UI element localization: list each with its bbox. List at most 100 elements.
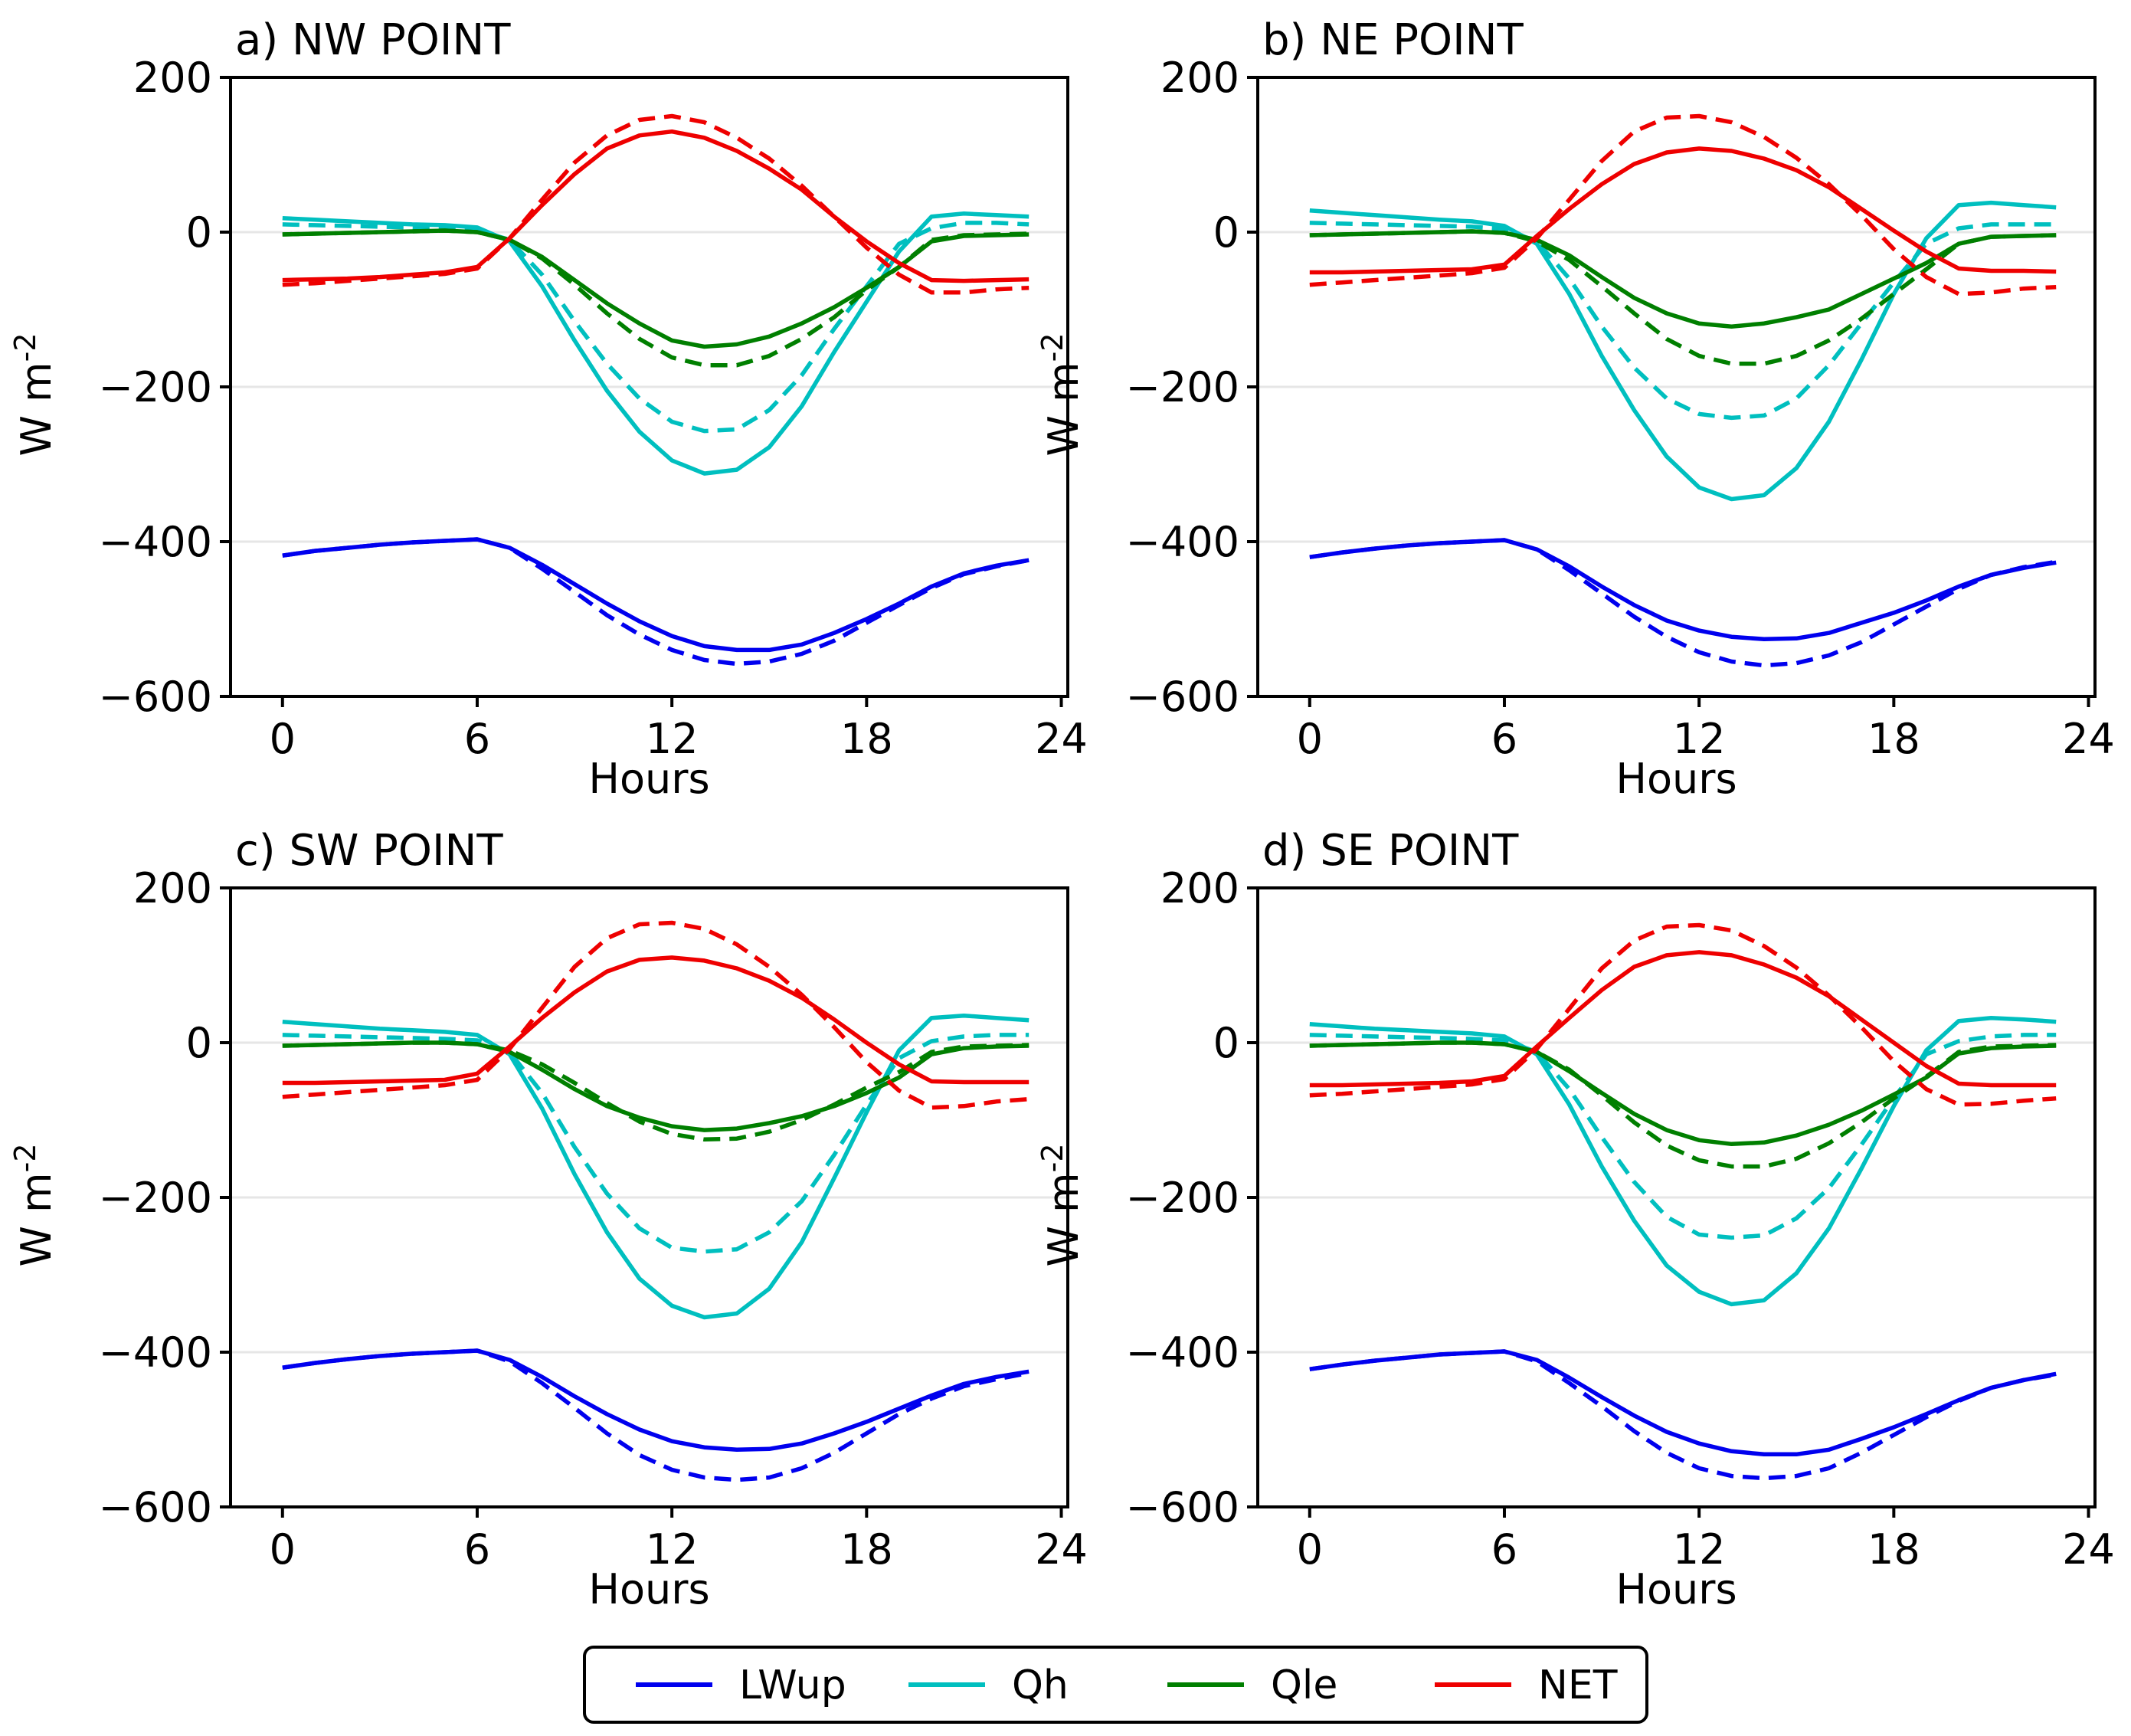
y-tick-label: −200: [99, 363, 212, 411]
y-axis-label-text: W m: [1039, 1172, 1088, 1266]
chart-panel-4: −600 −400 −200 0 200 0 6 12 18 24 d) SE POINT Hours…: [1036, 826, 2115, 1613]
series-net-solid: [1309, 146, 2057, 275]
series-qle-solid: [282, 228, 1029, 349]
y-tick-label: −200: [99, 1174, 212, 1222]
series-net-dashed: [1309, 922, 2057, 1107]
chart-panel-1: −600 −400 −200 0 200 0 6 12 18 24 a) NW POINT Hours…: [8, 15, 1088, 803]
y-axis-label: W m-2: [8, 1143, 61, 1266]
legend-item-net: NET: [1435, 1662, 1618, 1708]
y-tick-label: −600: [99, 1483, 212, 1531]
series-qle-solid: [1309, 1040, 2057, 1147]
series-net-solid: [282, 955, 1029, 1086]
series-qh-dashed: [282, 1033, 1029, 1254]
series-lwup-solid: [1309, 538, 2057, 642]
y-tick-label: −600: [1126, 673, 1239, 721]
y-tick-label: −200: [1126, 363, 1239, 411]
panel-title: b) NE POINT: [1262, 15, 1524, 65]
legend-box: [583, 1646, 1648, 1724]
x-tick-label: 6: [1491, 1525, 1517, 1574]
legend-label: NET: [1538, 1662, 1618, 1708]
series-lwup-solid: [1309, 1349, 2057, 1457]
legend-label: LWup: [739, 1662, 846, 1708]
y-axis-label-superscript: -2: [8, 332, 42, 362]
series-qh-dashed: [1309, 1033, 2057, 1240]
series-lwup-dashed: [282, 537, 1029, 667]
y-axis-label: W m-2: [8, 332, 61, 456]
panel-title: c) SW POINT: [235, 826, 503, 876]
series-qle-solid: [282, 1040, 1029, 1132]
series-lwup-solid: [282, 1348, 1029, 1453]
x-tick-label: 12: [1673, 715, 1726, 763]
chart-panel-2: −600 −400 −200 0 200 0 6 12 18 24 b) NE POINT Hours…: [1036, 15, 2115, 803]
x-tick-label: 6: [464, 1525, 490, 1574]
y-tick-label: 0: [1213, 1019, 1239, 1067]
y-tick-label: 200: [133, 54, 212, 102]
legend-item-qh: Qh: [908, 1662, 1069, 1708]
legend: LWup Qh Qle NET: [583, 1646, 1648, 1724]
y-axis-label-text: W m: [1039, 362, 1088, 456]
x-tick-label: 6: [1491, 715, 1517, 763]
y-tick-label: −200: [1126, 1174, 1239, 1222]
x-axis-label: Hours: [1615, 755, 1737, 803]
x-tick-label: 0: [1297, 715, 1323, 763]
chart-panel-3: −600 −400 −200 0 200 0 6 12 18 24 c) SW POINT Hours…: [8, 826, 1088, 1613]
series-qh-dashed: [1309, 221, 2057, 421]
panel-title: d) SE POINT: [1262, 826, 1519, 876]
y-tick-label: 200: [1160, 54, 1239, 102]
x-tick-label: 24: [1035, 1525, 1088, 1574]
y-tick-label: 0: [1213, 208, 1239, 257]
x-tick-label: 18: [840, 1525, 893, 1574]
y-tick-label: −600: [99, 673, 212, 721]
x-tick-label: 24: [2062, 1525, 2115, 1574]
series-qle-dashed: [1309, 229, 2057, 366]
series-qh-solid: [282, 211, 1029, 476]
x-axis-label: Hours: [1615, 1565, 1737, 1613]
x-tick-label: 24: [2062, 715, 2115, 763]
series-qh-solid: [1309, 200, 2057, 502]
x-tick-label: 0: [1297, 1525, 1323, 1574]
y-tick-label: 200: [1160, 864, 1239, 912]
series-qh-dashed: [282, 221, 1029, 434]
y-axis-label-superscript: -2: [1036, 1143, 1069, 1172]
y-axis-label-text: W m: [12, 362, 61, 456]
series-net-dashed: [282, 113, 1029, 295]
y-tick-label: −400: [99, 1328, 212, 1377]
series-lwup-dashed: [1309, 1349, 2057, 1481]
x-tick-label: 24: [1035, 715, 1088, 763]
y-axis-label-text: W m: [12, 1172, 61, 1266]
y-tick-label: 200: [133, 864, 212, 912]
panel-title: a) NW POINT: [235, 15, 511, 65]
y-axis-label: W m-2: [1036, 1143, 1088, 1266]
x-tick-label: 12: [646, 715, 699, 763]
series-qle-solid: [1309, 229, 2057, 329]
x-tick-label: 0: [270, 1525, 296, 1574]
series-lwup-dashed: [282, 1348, 1029, 1482]
series-qle-dashed: [1309, 1040, 2057, 1169]
series-lwup-dashed: [1309, 538, 2057, 668]
x-axis-label: Hours: [588, 1565, 709, 1613]
legend-item-lwup: LWup: [636, 1662, 846, 1708]
y-axis-label-superscript: -2: [1036, 332, 1069, 362]
x-axis-label: Hours: [588, 755, 709, 803]
y-axis-label-superscript: -2: [8, 1143, 42, 1172]
y-tick-label: 0: [186, 1019, 212, 1067]
series-qle-dashed: [282, 228, 1029, 368]
y-axis-label: W m-2: [1036, 332, 1088, 456]
y-tick-label: −400: [1126, 518, 1239, 566]
x-tick-label: 12: [1673, 1525, 1726, 1574]
x-tick-label: 6: [464, 715, 490, 763]
y-tick-label: −600: [1126, 1483, 1239, 1531]
series-qh-solid: [1309, 1015, 2057, 1307]
series-qh-solid: [282, 1013, 1029, 1320]
panels: −600 −400 −200 0 200 0 6 12 18 24 a) NW POINT Hours…: [8, 15, 2115, 1613]
y-tick-label: 0: [186, 208, 212, 257]
x-tick-label: 12: [646, 1525, 699, 1574]
x-tick-label: 18: [1867, 1525, 1920, 1574]
y-tick-label: −400: [99, 518, 212, 566]
legend-label: Qle: [1271, 1662, 1337, 1708]
series-net-dashed: [1309, 113, 2057, 296]
x-tick-label: 18: [1867, 715, 1920, 763]
series-net-solid: [282, 129, 1029, 283]
series-net-solid: [1309, 950, 2057, 1088]
